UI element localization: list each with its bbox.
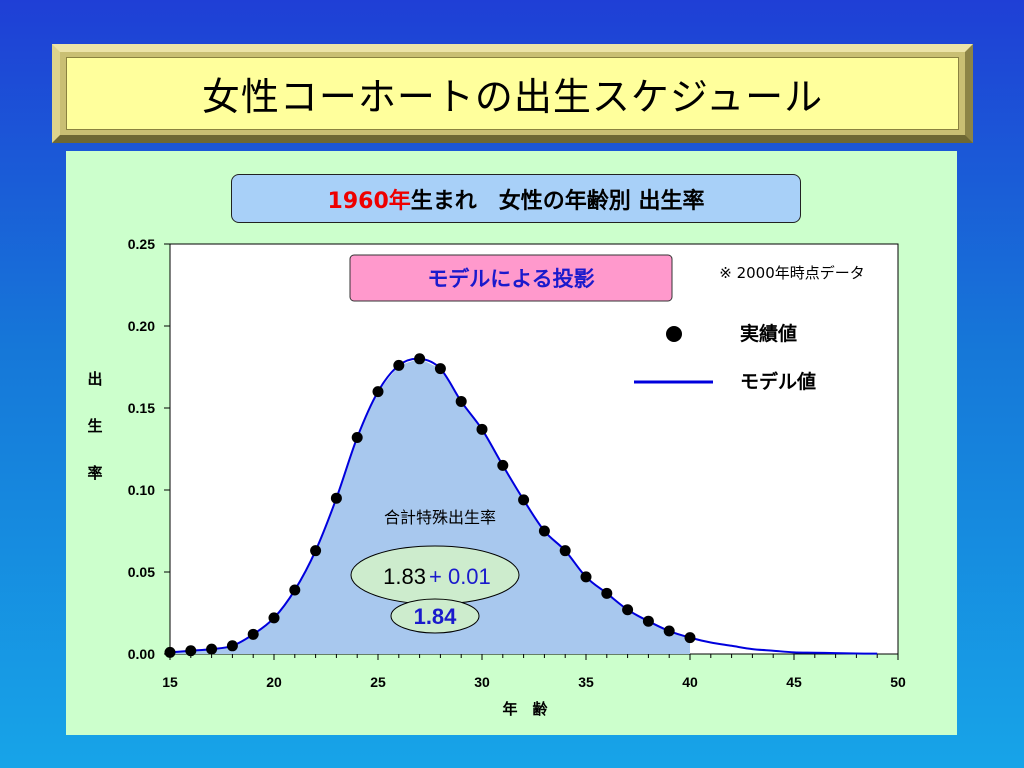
- x-tick-label: 20: [266, 674, 282, 690]
- tfr-label: 合計特殊出生率: [384, 508, 496, 527]
- x-axis-label: 年 齢: [502, 700, 548, 718]
- actual-data-point: [434, 363, 446, 375]
- actual-data-point: [247, 628, 259, 640]
- x-tick-label: 40: [682, 674, 698, 690]
- chart-title-rest: 生まれ 女性の年齢別 出生率: [410, 188, 705, 214]
- actual-data-point: [518, 494, 530, 506]
- x-tick-label: 50: [890, 674, 906, 690]
- x-tick-label: 15: [162, 674, 178, 690]
- actual-data-point: [663, 625, 675, 637]
- tfr-plus-value: + 0.01: [429, 564, 491, 589]
- x-tick-label: 30: [474, 674, 490, 690]
- legend-model-label: モデル値: [740, 370, 816, 393]
- actual-data-point: [601, 587, 613, 599]
- actual-data-point: [164, 646, 176, 658]
- chart-title: 1960年 生まれ 女性の年齢別 出生率: [231, 174, 801, 223]
- actual-data-point: [393, 359, 405, 371]
- x-tick-label: 45: [786, 674, 802, 690]
- actual-data-point: [372, 386, 384, 398]
- actual-data-point: [684, 632, 696, 644]
- slide-title: 女性コーホートの出生スケジュール: [201, 75, 824, 119]
- actual-series-markers: [164, 353, 696, 658]
- tfr-total-value: 1.84: [414, 604, 458, 629]
- y-tick-label: 0.05: [128, 564, 155, 580]
- actual-data-point: [185, 645, 197, 657]
- y-tick-label: 0.15: [128, 400, 155, 416]
- actual-data-point: [559, 545, 571, 557]
- actual-data-point: [455, 395, 467, 407]
- actual-data-point: [622, 604, 634, 616]
- y-axis-label: 出生率: [87, 370, 102, 482]
- actual-data-point: [226, 640, 238, 652]
- title-inner: 女性コーホートの出生スケジュール: [66, 57, 959, 130]
- actual-data-point: [580, 571, 592, 583]
- actual-data-point: [538, 525, 550, 537]
- legend-marker-icon: [666, 326, 682, 342]
- actual-data-point: [330, 492, 342, 504]
- actual-data-point: [476, 423, 488, 435]
- model-projection-box: [349, 254, 673, 302]
- y-tick-label: 0.20: [128, 318, 155, 334]
- x-tick-label: 25: [370, 674, 386, 690]
- actual-data-point: [414, 353, 426, 365]
- actual-data-point: [289, 584, 301, 596]
- model-projection-label: モデルによる投影: [427, 267, 594, 291]
- title-frame: 女性コーホートの出生スケジュール: [52, 44, 973, 143]
- actual-data-point: [268, 612, 280, 624]
- actual-data-point: [497, 459, 509, 471]
- y-tick-label: 0.25: [128, 236, 155, 252]
- axis-ticks: 15 20 25 30 35 40 45 50 0.00 0.05 0.10 0.15 0.20 0.25: [128, 236, 906, 690]
- data-note: ※ 2000年時点データ: [719, 264, 865, 282]
- tfr-total-ellipse: [390, 598, 480, 634]
- actual-data-point: [351, 432, 363, 444]
- actual-data-point: [206, 643, 218, 655]
- chart-title-year: 1960年: [327, 188, 411, 214]
- tfr-base-value: 1.83: [383, 564, 426, 589]
- actual-data-point: [310, 545, 322, 557]
- y-tick-label: 0.10: [128, 482, 155, 498]
- legend-actual-label: 実績値: [740, 322, 797, 345]
- y-tick-label: 0.00: [128, 646, 155, 662]
- actual-data-point: [642, 615, 654, 627]
- x-tick-label: 35: [578, 674, 594, 690]
